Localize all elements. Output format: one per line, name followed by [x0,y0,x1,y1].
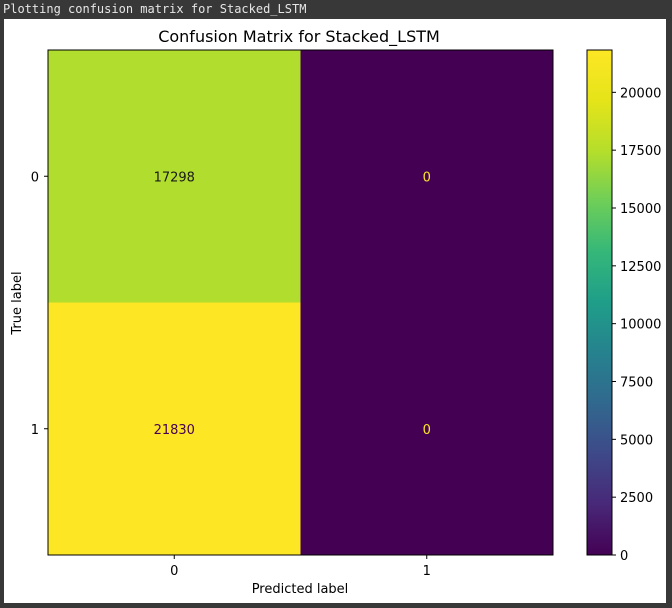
colorbar [586,49,613,556]
cell-value-1-1: 0 [423,423,431,438]
heatmap-cell-1-0 [48,302,301,555]
y-tick-label: 1 [31,423,39,438]
x-axis-label: Predicted label [252,582,349,597]
cell-value-0-1: 0 [423,170,431,185]
heatmap-cells [48,50,553,555]
heatmap-cell-1-1 [300,302,553,555]
chart-title: Confusion Matrix for Stacked_LSTM [158,27,440,47]
colorbar-tick-label: 10000 [620,318,661,333]
colorbar-tick-label: 12500 [620,260,661,275]
confusion-matrix-figure: Confusion Matrix for Stacked_LSTM 17298 0… [4,19,666,603]
heatmap-cell-0-0 [48,50,301,303]
colorbar-tick-label: 7500 [620,376,653,391]
colorbar-tick-label: 15000 [620,202,661,217]
colorbar-ticks: 0 2500 5000 7500 10000 12500 15000 17500 20000 [612,86,661,564]
heatmap-cell-0-1 [300,50,553,303]
colorbar-tick-label: 5000 [620,433,653,448]
colorbar-tick-label: 20000 [620,86,661,101]
y-axis-label: True label [10,271,25,335]
confusion-matrix-chart: Confusion Matrix for Stacked_LSTM 17298 0… [10,27,661,597]
y-axis-ticks: 01 [31,170,48,438]
y-tick-label: 0 [31,170,39,185]
x-tick-label: 1 [423,564,431,579]
colorbar-tick-label: 0 [620,549,628,564]
cell-annotations: 17298 0 21830 0 [154,170,431,438]
colorbar-tick-label: 17500 [620,144,661,159]
plot-frame [47,49,554,556]
cell-value-0-0: 17298 [154,170,195,185]
colorbar-tick-label: 2500 [620,491,653,506]
cell-value-1-0: 21830 [154,423,195,438]
console-output-line: Plotting confusion matrix for Stacked_LS… [3,2,307,16]
x-tick-label: 0 [170,564,178,579]
